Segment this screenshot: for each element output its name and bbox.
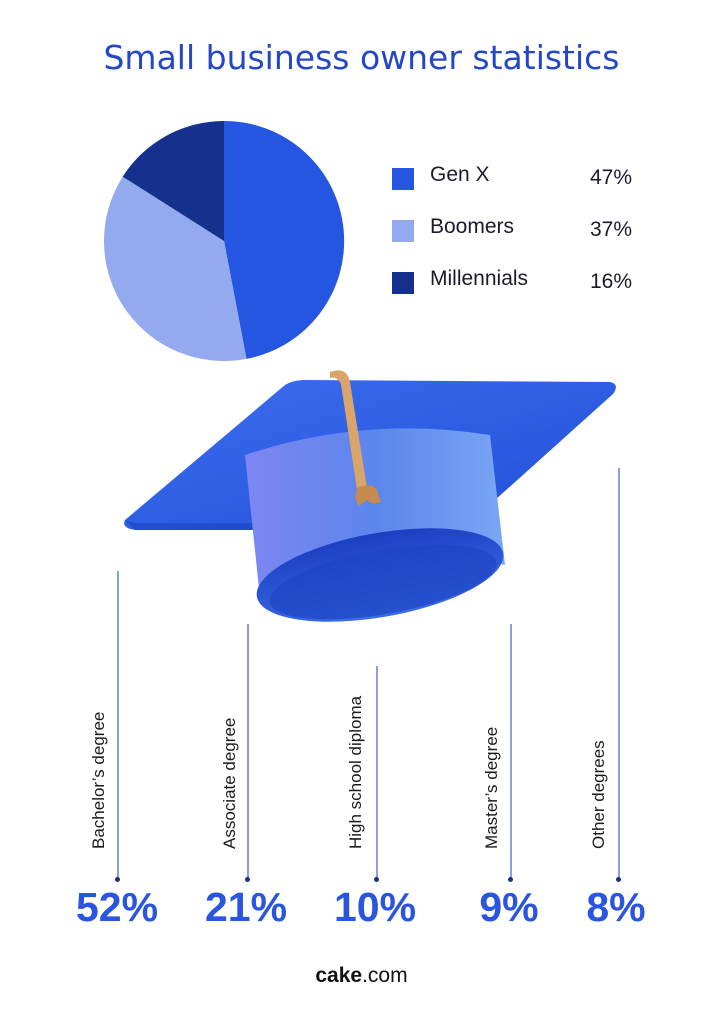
guide-line [247, 624, 249, 879]
pie-slice-boomers [104, 176, 247, 362]
legend-item-boomers: Boomers 37% [392, 212, 652, 264]
degree-value-other: 8% [586, 884, 646, 930]
degree-value-associate: 21% [204, 884, 288, 930]
legend-swatch [392, 272, 414, 294]
brand-logo: cake.com [0, 964, 723, 988]
legend-label: Millennials [430, 267, 529, 290]
guide-line [117, 571, 119, 879]
legend-label: Boomers [430, 215, 515, 238]
legend-item-gen-x: Gen X 47% [392, 160, 652, 212]
degree-value-bachelors: 52% [75, 884, 159, 930]
degree-label-high-school: High school diploma [346, 695, 365, 849]
legend-swatch [392, 220, 414, 242]
degree-value-high-school: 10% [333, 884, 417, 930]
guide-line [510, 624, 512, 879]
guide-dot [115, 877, 120, 882]
legend-value: 37% [589, 218, 632, 241]
legend-value: 47% [589, 166, 632, 189]
guide-line [376, 666, 378, 879]
guide-dot [245, 877, 250, 882]
degree-label-associate: Associate degree [220, 717, 239, 849]
legend-item-millennials: Millennials 16% [392, 264, 652, 316]
degree-label-bachelors: Bachelor’s degree [89, 711, 108, 849]
brand-domain: .com [362, 964, 408, 987]
degree-value-masters: 9% [479, 884, 539, 930]
legend-swatch [392, 168, 414, 190]
legend-label: Gen X [430, 163, 490, 186]
guide-dot [374, 877, 379, 882]
guide-dot [508, 877, 513, 882]
guide-line [618, 468, 620, 879]
pie-legend: Gen X 47% Boomers 37% Millennials 16% [392, 160, 652, 316]
page-title: Small business owner statistics [103, 38, 620, 77]
degree-label-other: Other degrees [589, 740, 608, 849]
generation-pie-chart [104, 120, 345, 362]
legend-value: 16% [589, 270, 632, 293]
pie-slice-gen-x [224, 120, 345, 359]
degree-label-masters: Master’s degree [482, 726, 501, 849]
pie-slice-millennials [122, 121, 224, 241]
brand-name: cake [315, 964, 363, 987]
graduation-cap-icon [124, 370, 616, 622]
guide-dot [616, 877, 621, 882]
